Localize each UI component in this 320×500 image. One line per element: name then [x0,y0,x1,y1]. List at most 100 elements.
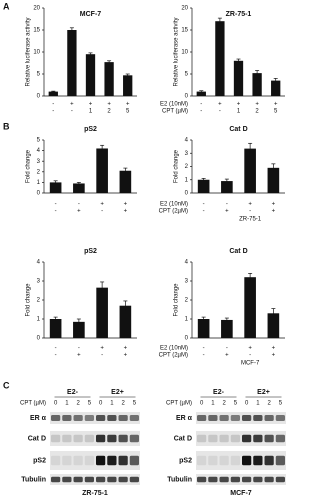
y-tick-label: 3 [185,151,189,157]
condition-value: + [100,202,104,208]
panel-label: C [3,380,10,390]
row-label: pS2 [179,457,192,464]
band [107,455,117,466]
band [208,415,218,421]
y-tick-label: 0 [185,336,189,342]
condition-value: - [101,209,103,215]
condition-value: - [52,102,54,108]
band [253,476,263,483]
blot-background [196,474,286,485]
bar [104,62,114,96]
y-tick-label: 4 [37,260,41,266]
condition-value: + [124,353,128,359]
condition-value: 1 [237,109,241,115]
row-label: ER α [30,415,47,422]
band [275,415,285,421]
band [275,434,285,443]
band [107,415,117,421]
panel-label: B [3,121,10,131]
bar [197,179,210,193]
band [197,415,207,421]
condition-value: 2 [107,109,111,115]
band [230,476,240,483]
band [73,476,83,483]
band [275,476,285,483]
condition-value: + [70,102,74,108]
cell-line: MCF-7 [230,490,251,497]
bar [96,148,108,193]
y-tick-label: 1 [185,177,189,183]
group-label: E2- [67,389,79,396]
y-tick-label: 4 [185,138,189,144]
band [73,415,83,421]
row-label: Cat D [174,435,192,442]
band [51,434,61,443]
lane-value: 0 [99,401,103,407]
band [51,476,61,483]
blot-background [196,431,286,446]
lane-value: 2 [121,401,125,407]
condition-value: + [255,102,259,108]
lane-value: 0 [54,401,58,407]
condition-value: - [55,202,57,208]
band [219,415,229,421]
band [264,455,274,466]
y-tick-label: 2 [37,298,41,304]
blot-background [196,412,286,424]
condition-value: - [226,346,228,352]
y-tick-label: 1 [185,317,189,323]
band [84,434,94,443]
band [62,476,72,483]
bar [221,181,233,193]
y-tick-label: 3 [37,279,41,285]
band [208,434,218,443]
y-tick-label: 0 [37,336,41,342]
condition-value: 5 [126,109,130,115]
lane-value: 5 [88,401,92,407]
y-tick-label: 1 [37,180,41,186]
condition-value: - [203,353,205,359]
band [73,455,83,466]
condition-value: + [272,209,276,215]
y-tick-label: 0 [37,191,41,197]
blot-background [50,474,140,485]
y-tick-label: 4 [37,148,41,154]
y-axis-label: Fold change [174,149,180,183]
condition-value: - [249,353,251,359]
band [208,455,218,466]
bar [73,183,85,193]
band [84,415,94,421]
band [118,415,128,421]
row-label: ER α [176,415,193,422]
y-axis-label: Relative luciferase activity [174,17,180,86]
band [51,455,61,466]
band [129,434,139,443]
condition-value: + [77,209,81,215]
bar [67,30,77,96]
band [51,415,61,421]
lane-value: 1 [256,401,260,407]
band [197,455,207,466]
band [230,455,240,466]
bar [85,54,96,96]
band [197,476,207,483]
condition-value: + [107,102,111,108]
band [253,415,263,421]
condition-value: - [78,202,80,208]
condition-label: CPT (2µM) [159,209,188,215]
band [242,434,252,443]
condition-value: + [126,102,130,108]
y-tick-label: 0 [37,94,41,100]
condition-value: + [124,202,128,208]
bar [123,75,133,96]
band [219,476,229,483]
chart-title: Cat D [229,248,247,255]
band [129,476,139,483]
band [208,476,218,483]
condition-value: + [272,346,276,352]
chart-title: Cat D [229,126,247,133]
band [107,476,117,483]
y-tick-label: 5 [185,72,189,78]
